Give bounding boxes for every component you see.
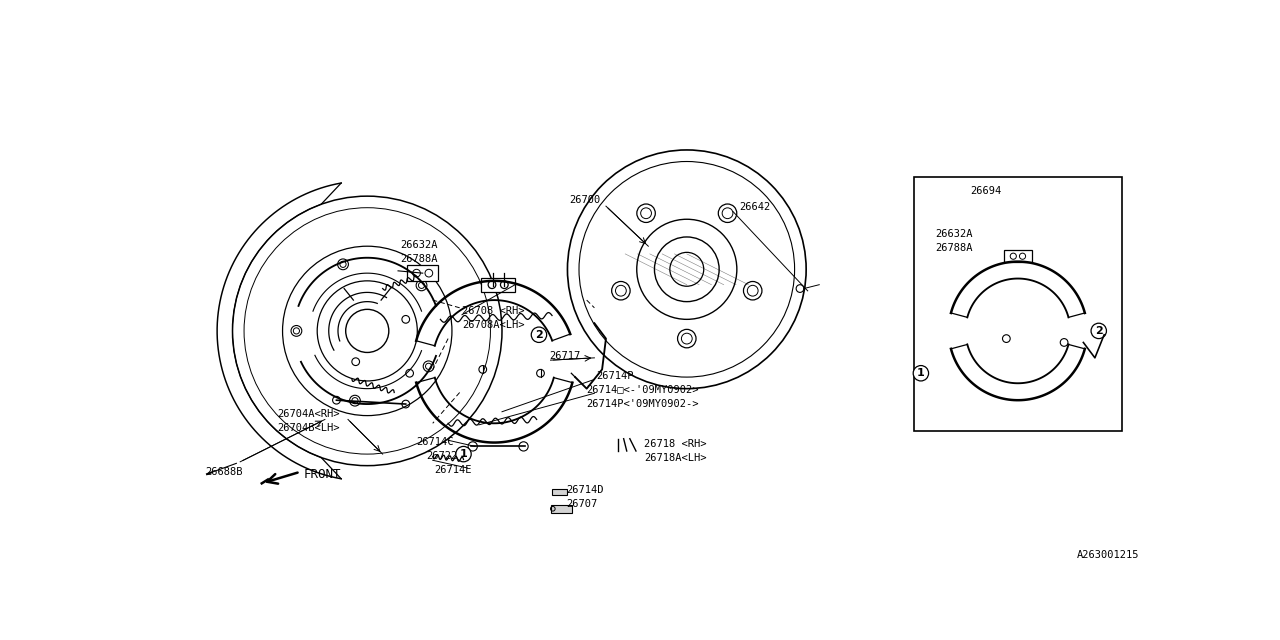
Text: 2: 2 [1094,326,1102,336]
Text: 2: 2 [535,330,543,340]
Text: 26632A: 26632A [936,229,973,239]
Bar [552,489,567,495]
Text: 26707: 26707 [566,499,598,509]
Text: A263001215: A263001215 [1076,550,1139,561]
Text: 26718 <RH>: 26718 <RH> [644,438,707,449]
Text: 26704B<LH>: 26704B<LH> [278,423,339,433]
Circle shape [913,365,928,381]
Circle shape [456,447,471,462]
Text: 26788A: 26788A [936,243,973,253]
Text: 26717: 26717 [549,351,581,361]
Bar [914,177,1121,431]
Text: 26714E: 26714E [434,465,472,475]
Text: 26714□<-'09MY0902>: 26714□<-'09MY0902> [586,385,699,395]
Text: 26632A: 26632A [401,240,438,250]
Text: 26708A<LH>: 26708A<LH> [462,320,525,330]
Text: 26788A: 26788A [401,254,438,264]
Text: 26642: 26642 [739,202,771,212]
Text: FRONT: FRONT [305,468,342,481]
Text: 26694: 26694 [970,186,1001,196]
Text: 26688B: 26688B [206,467,243,477]
Text: 26722: 26722 [426,451,458,461]
Bar [407,266,438,281]
Bar [1004,250,1032,262]
Text: 26714C: 26714C [416,437,453,447]
Text: 26700: 26700 [570,195,600,205]
Text: 26714P<'09MY0902->: 26714P<'09MY0902-> [586,399,699,409]
Text: 26714P: 26714P [596,371,634,381]
Circle shape [531,327,547,342]
Bar [481,278,515,292]
Circle shape [1091,323,1106,339]
Text: 1: 1 [460,449,467,459]
Bar [550,505,572,513]
Text: 1: 1 [916,368,924,378]
Text: 26708 <RH>: 26708 <RH> [462,307,525,316]
Text: 26714D: 26714D [566,485,603,495]
Text: 26704A<RH>: 26704A<RH> [278,410,339,419]
Text: 26718A<LH>: 26718A<LH> [644,452,707,463]
